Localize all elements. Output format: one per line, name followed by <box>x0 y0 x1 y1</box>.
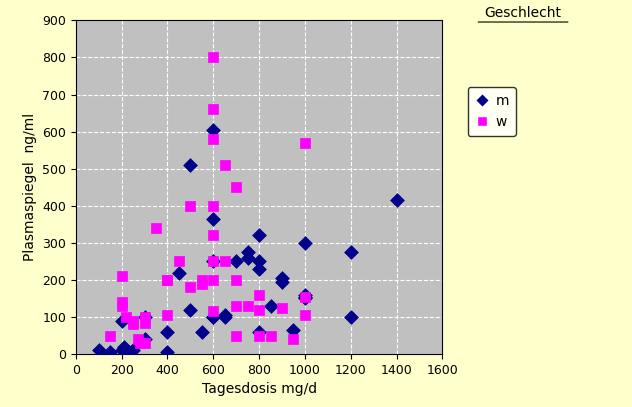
w <box>121 314 131 320</box>
m <box>162 328 173 335</box>
w <box>220 258 230 265</box>
w <box>243 303 253 309</box>
w <box>128 317 138 324</box>
w <box>140 340 150 346</box>
w <box>197 280 207 287</box>
w <box>197 277 207 283</box>
w <box>231 303 241 309</box>
m <box>254 232 264 239</box>
m <box>300 240 310 246</box>
w <box>208 54 219 61</box>
m <box>300 291 310 298</box>
w <box>208 232 219 239</box>
w <box>135 340 145 346</box>
w <box>265 332 276 339</box>
Y-axis label: Plasmaspiegel  ng/ml: Plasmaspiegel ng/ml <box>23 113 37 261</box>
m <box>254 258 264 265</box>
w <box>174 258 184 265</box>
m <box>254 265 264 272</box>
m <box>174 269 184 276</box>
w <box>208 136 219 142</box>
w <box>208 258 219 265</box>
m <box>185 162 195 168</box>
w <box>254 332 264 339</box>
m <box>105 349 115 355</box>
w <box>208 308 219 315</box>
m <box>346 249 356 255</box>
m <box>391 197 401 204</box>
w <box>162 277 173 283</box>
w <box>105 332 115 339</box>
w <box>185 203 195 209</box>
m <box>277 278 287 285</box>
m <box>197 328 207 335</box>
m <box>300 293 310 300</box>
m <box>208 215 219 222</box>
m <box>140 314 150 320</box>
w <box>208 106 219 113</box>
m <box>208 258 219 265</box>
w <box>231 332 241 339</box>
w <box>231 184 241 190</box>
w <box>254 291 264 298</box>
w <box>116 299 126 305</box>
m <box>243 249 253 255</box>
m <box>140 336 150 343</box>
w <box>300 140 310 146</box>
Text: Geschlecht: Geschlecht <box>485 7 562 20</box>
w <box>254 306 264 313</box>
m <box>119 344 129 350</box>
w <box>288 336 298 343</box>
w <box>116 303 126 309</box>
w <box>162 312 173 318</box>
m <box>208 314 219 320</box>
m <box>220 314 230 320</box>
w <box>151 225 161 231</box>
m <box>265 303 276 309</box>
m <box>208 127 219 133</box>
m <box>128 347 138 354</box>
m <box>288 327 298 333</box>
w <box>140 319 150 326</box>
w <box>185 284 195 291</box>
w <box>208 277 219 283</box>
m <box>300 295 310 302</box>
w <box>300 293 310 300</box>
w <box>208 203 219 209</box>
m <box>243 254 253 261</box>
w <box>128 321 138 328</box>
w <box>277 304 287 311</box>
w <box>133 336 143 343</box>
w <box>300 312 310 318</box>
X-axis label: Tagesdosis mg/d: Tagesdosis mg/d <box>202 382 317 396</box>
m <box>116 347 126 354</box>
m <box>116 317 126 324</box>
m <box>277 275 287 281</box>
m <box>346 314 356 320</box>
m <box>254 328 264 335</box>
Legend: m, w: m, w <box>468 88 516 136</box>
w <box>116 273 126 280</box>
m <box>162 349 173 355</box>
m <box>185 306 195 313</box>
w <box>140 314 150 320</box>
m <box>123 349 133 355</box>
w <box>220 162 230 168</box>
m <box>231 258 241 265</box>
m <box>220 312 230 318</box>
m <box>208 314 219 320</box>
m <box>94 347 104 354</box>
w <box>231 277 241 283</box>
w <box>162 277 173 283</box>
